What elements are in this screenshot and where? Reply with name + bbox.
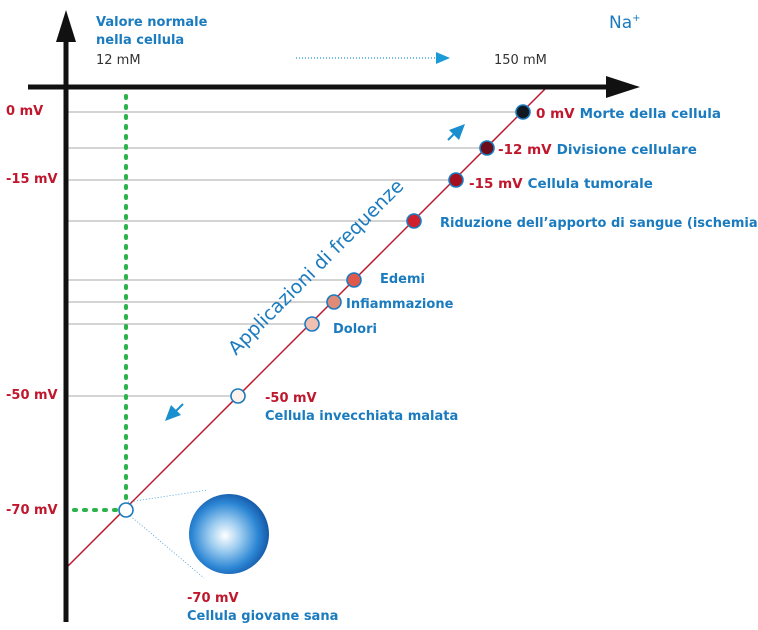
- high-concentration: 150 mM: [494, 53, 547, 68]
- y-label-70mv: -70 mV: [6, 503, 58, 518]
- state-label-giovane: Cellula giovane sana: [187, 609, 338, 624]
- state-mv-divisione: -12 mV: [498, 142, 552, 158]
- state-label-edemi: Edemi: [380, 272, 425, 287]
- marker-divisione: [479, 140, 495, 156]
- state-label-morte: 0 mV Morte della cellula: [536, 106, 721, 122]
- direction-arrow-down-head: [165, 405, 181, 421]
- state-label-divisione: -12 mV Divisione cellulare: [498, 142, 697, 158]
- marker-giovane: [118, 502, 134, 518]
- marker-infiammazione: [326, 294, 342, 310]
- state-text-tumorale: Cellula tumorale: [528, 176, 653, 192]
- y-label-15mv: -15 mV: [6, 172, 58, 187]
- ion-symbol: Na: [609, 13, 632, 33]
- state-label-ischemia: Riduzione dell’apporto di sangue (ischem…: [440, 216, 758, 231]
- ion-charge: +: [632, 13, 640, 24]
- state-text-divisione: Divisione cellulare: [557, 142, 697, 158]
- y-label-50mv: -50 mV: [6, 388, 58, 403]
- state-label-tumorale: -15 mV Cellula tumorale: [469, 176, 653, 192]
- state-mv-tumorale: -15 mV: [469, 176, 523, 192]
- marker-edemi: [346, 272, 362, 288]
- normal-value-label-line1: Valore normale: [96, 15, 208, 30]
- marker-dolori: [304, 316, 320, 332]
- callout-line-top: [127, 489, 209, 503]
- ion-label: Na+: [609, 13, 641, 33]
- state-mv-giovane: -70 mV: [187, 591, 239, 606]
- marker-tumorale: [448, 172, 464, 188]
- state-label-dolori: Dolori: [333, 322, 377, 337]
- state-label-infiammazione: Infiammazione: [346, 297, 454, 312]
- state-label-invecchiata: Cellula invecchiata malata: [265, 409, 458, 424]
- normal-concentration: 12 mM: [96, 53, 141, 68]
- y-label-0mv: 0 mV: [6, 104, 43, 119]
- marker-invecchiata: [230, 388, 246, 404]
- state-mv-morte: 0 mV: [536, 106, 575, 122]
- frequency-applications-label: Applicazioni di frequenze: [224, 175, 408, 359]
- normal-value-label-line2: nella cellula: [96, 33, 184, 48]
- state-mv-invecchiata: -50 mV: [265, 391, 317, 406]
- x-axis-arrowhead: [606, 76, 640, 98]
- y-axis-arrowhead: [56, 10, 76, 42]
- direction-arrow-up-head: [449, 124, 465, 140]
- concentration-arrowhead: [436, 52, 450, 64]
- healthy-cell-illustration: [189, 494, 269, 574]
- marker-morte: [515, 104, 531, 120]
- marker-ischemia: [406, 213, 422, 229]
- state-text-morte: Morte della cellula: [580, 106, 721, 122]
